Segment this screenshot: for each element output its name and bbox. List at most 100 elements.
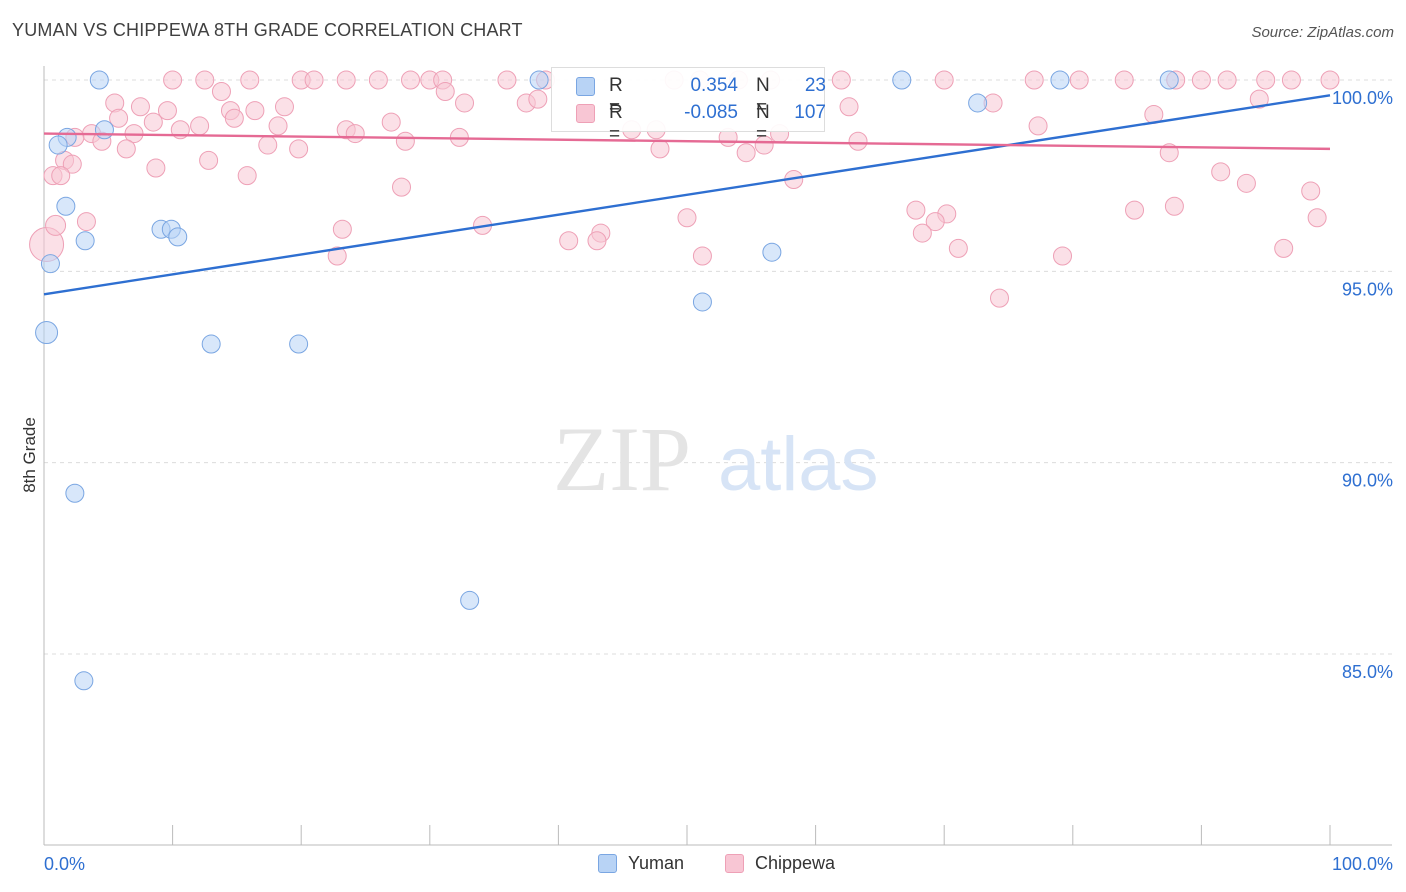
- chippewa-point: [1114, 70, 1134, 90]
- chippewa-point: [906, 200, 926, 220]
- x-tick-label: 100.0%: [1332, 854, 1393, 874]
- chippewa-point: [1281, 70, 1301, 90]
- chippewa-point: [401, 70, 421, 90]
- yuman-point: [892, 70, 912, 90]
- y-tick-label: 85.0%: [1342, 662, 1393, 682]
- chippewa-point: [934, 70, 954, 90]
- yuman-point: [168, 227, 188, 247]
- chippewa-point: [245, 101, 265, 121]
- yuman-point: [89, 70, 109, 90]
- chippewa-point: [848, 131, 868, 151]
- chippewa-point: [528, 89, 548, 109]
- yuman-point: [40, 254, 60, 274]
- yuman-point: [201, 334, 221, 354]
- chippewa-point: [327, 246, 347, 266]
- chippewa-point: [190, 116, 210, 136]
- chippewa-point: [237, 166, 257, 186]
- chart-title: YUMAN VS CHIPPEWA 8TH GRADE CORRELATION …: [12, 20, 523, 40]
- yuman-point: [968, 93, 988, 113]
- yuman-point: [48, 135, 68, 155]
- yuman-r-label: R =: [609, 75, 623, 118]
- chippewa-point: [268, 116, 288, 136]
- chippewa-point: [1024, 70, 1044, 90]
- yuman-r-value: 0.354: [690, 75, 738, 96]
- watermark-zip: ZIP: [553, 408, 691, 510]
- chippewa-point: [455, 93, 475, 113]
- chippewa-point: [62, 154, 82, 174]
- chippewa-r-label: R =: [609, 102, 623, 145]
- chippewa-point: [1301, 181, 1321, 201]
- chippewa-point: [395, 131, 415, 151]
- chippewa-point: [109, 108, 129, 128]
- chippewa-point: [1125, 200, 1145, 220]
- yuman-swatch-icon: [576, 77, 595, 96]
- chippewa-point: [51, 166, 71, 186]
- chippewa-point: [116, 139, 136, 159]
- chippewa-n-value: 107: [794, 102, 826, 123]
- chippewa-point: [76, 212, 96, 232]
- chippewa-point: [1320, 70, 1340, 90]
- yuman-legend-label: Yuman: [628, 853, 685, 873]
- chippewa-point: [912, 223, 932, 243]
- chippewa-point: [650, 139, 670, 159]
- chippewa-r-value: -0.085: [684, 102, 738, 123]
- yuman-n-value: 23: [804, 75, 826, 96]
- chippewa-point: [736, 143, 756, 163]
- chippewa-point: [143, 112, 163, 132]
- yuman-legend-icon: [598, 854, 617, 873]
- chippewa-point: [240, 70, 260, 90]
- yuman-point: [65, 483, 85, 503]
- chippewa-point: [831, 70, 851, 90]
- chippewa-point: [345, 124, 365, 144]
- chippewa-trend-line: [43, 132, 1331, 151]
- chippewa-n-label: N =: [756, 102, 770, 145]
- chippewa-swatch-icon: [576, 104, 595, 123]
- chippewa-point: [199, 150, 219, 170]
- chippewa-point: [948, 238, 968, 258]
- chippewa-point: [1191, 70, 1211, 90]
- chippewa-point: [224, 108, 244, 128]
- yuman-n-label: N =: [756, 75, 770, 118]
- chippewa-point: [1211, 162, 1231, 182]
- chippewa-point: [336, 70, 356, 90]
- chippewa-point: [1249, 89, 1269, 109]
- chippewa-legend-label: Chippewa: [755, 853, 836, 873]
- yuman-point: [75, 231, 95, 251]
- chippewa-point: [435, 81, 455, 101]
- yuman-point: [529, 70, 549, 90]
- yuman-point: [460, 590, 480, 610]
- chippewa-point: [587, 231, 607, 251]
- x-tick-label: 0.0%: [44, 854, 85, 874]
- chippewa-point: [163, 70, 183, 90]
- chippewa-point: [677, 208, 697, 228]
- chippewa-point: [1274, 238, 1294, 258]
- chippewa-legend-icon: [725, 854, 744, 873]
- chippewa-point: [146, 158, 166, 178]
- stats-legend: R = 0.354 N = 23 R = -0.085 N = 107: [551, 67, 826, 145]
- yuman-point: [1050, 70, 1070, 90]
- chippewa-point: [989, 288, 1009, 308]
- yuman-point: [692, 292, 712, 312]
- watermark-atlas: atlas: [718, 422, 879, 507]
- chippewa-point: [304, 70, 324, 90]
- yuman-point: [74, 671, 94, 691]
- chippewa-point: [45, 214, 67, 236]
- chippewa-point: [1236, 173, 1256, 193]
- chippewa-point: [130, 97, 150, 117]
- chippewa-point: [754, 135, 774, 155]
- yuman-point: [94, 120, 114, 140]
- yuman-trend-line: [43, 94, 1331, 296]
- chippewa-point: [1256, 70, 1276, 90]
- chippewa-point: [559, 231, 579, 251]
- chippewa-point: [1069, 70, 1089, 90]
- chippewa-point: [839, 97, 859, 117]
- chippewa-point: [497, 70, 517, 90]
- chippewa-point: [258, 135, 278, 155]
- chippewa-point: [195, 70, 215, 90]
- chippewa-point: [392, 177, 412, 197]
- source-label: Source: ZipAtlas.com: [1251, 24, 1394, 41]
- y-tick-label: 95.0%: [1342, 279, 1393, 299]
- yuman-point: [762, 242, 782, 262]
- y-axis-label: 8th Grade: [20, 417, 39, 493]
- chippewa-point: [211, 81, 231, 101]
